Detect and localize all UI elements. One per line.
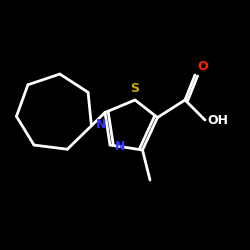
Text: S: S — [130, 82, 140, 96]
Text: N: N — [114, 140, 125, 153]
Text: N: N — [96, 118, 106, 131]
Text: O: O — [197, 60, 207, 73]
Text: OH: OH — [208, 114, 229, 127]
